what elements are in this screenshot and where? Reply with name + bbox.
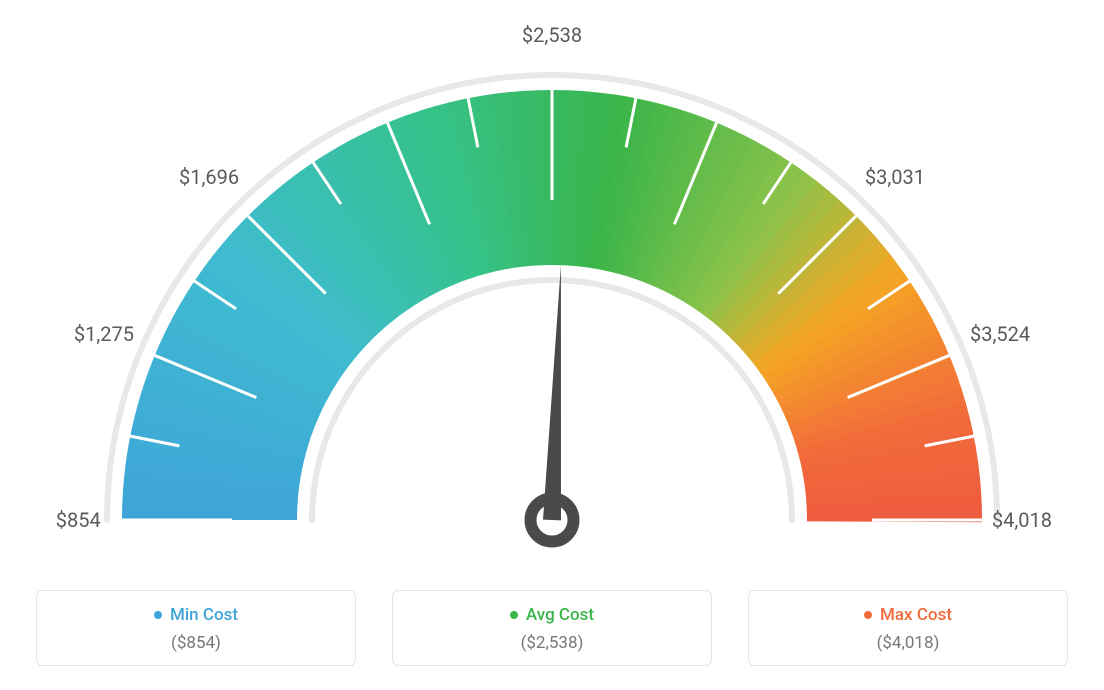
- legend-title-row: Max Cost: [749, 605, 1067, 625]
- legend-title-row: Avg Cost: [393, 605, 711, 625]
- gauge-chart: $854 $1,275 $1,696 $2,538 $3,031 $3,524 $4,018: [52, 20, 1052, 580]
- legend-dot-max: [864, 611, 872, 619]
- legend-dot-avg: [510, 611, 518, 619]
- gauge-tick-label: $854: [56, 508, 101, 532]
- gauge-tick-label: $3,031: [865, 165, 925, 189]
- legend-value-max: ($4,018): [749, 633, 1067, 653]
- legend-value-avg: ($2,538): [393, 633, 711, 653]
- legend-dot-min: [154, 611, 162, 619]
- gauge-tick-label: $2,538: [522, 23, 582, 47]
- legend-card-avg: Avg Cost ($2,538): [392, 590, 712, 666]
- gauge-tick-label: $3,524: [970, 322, 1030, 346]
- legend-card-max: Max Cost ($4,018): [748, 590, 1068, 666]
- legend-title-max: Max Cost: [880, 605, 952, 625]
- legend-card-min: Min Cost ($854): [36, 590, 356, 666]
- legend-title-row: Min Cost: [37, 605, 355, 625]
- legend-value-min: ($854): [37, 633, 355, 653]
- gauge-svg: [52, 20, 1052, 580]
- legend-row: Min Cost ($854) Avg Cost ($2,538) Max Co…: [36, 590, 1068, 666]
- chart-container: $854 $1,275 $1,696 $2,538 $3,031 $3,524 $4,018…: [20, 20, 1084, 666]
- gauge-tick-label: $4,018: [992, 508, 1052, 532]
- gauge-tick-label: $1,275: [74, 322, 134, 346]
- gauge-tick-label: $1,696: [179, 165, 239, 189]
- legend-title-avg: Avg Cost: [526, 605, 594, 625]
- legend-title-min: Min Cost: [170, 605, 238, 625]
